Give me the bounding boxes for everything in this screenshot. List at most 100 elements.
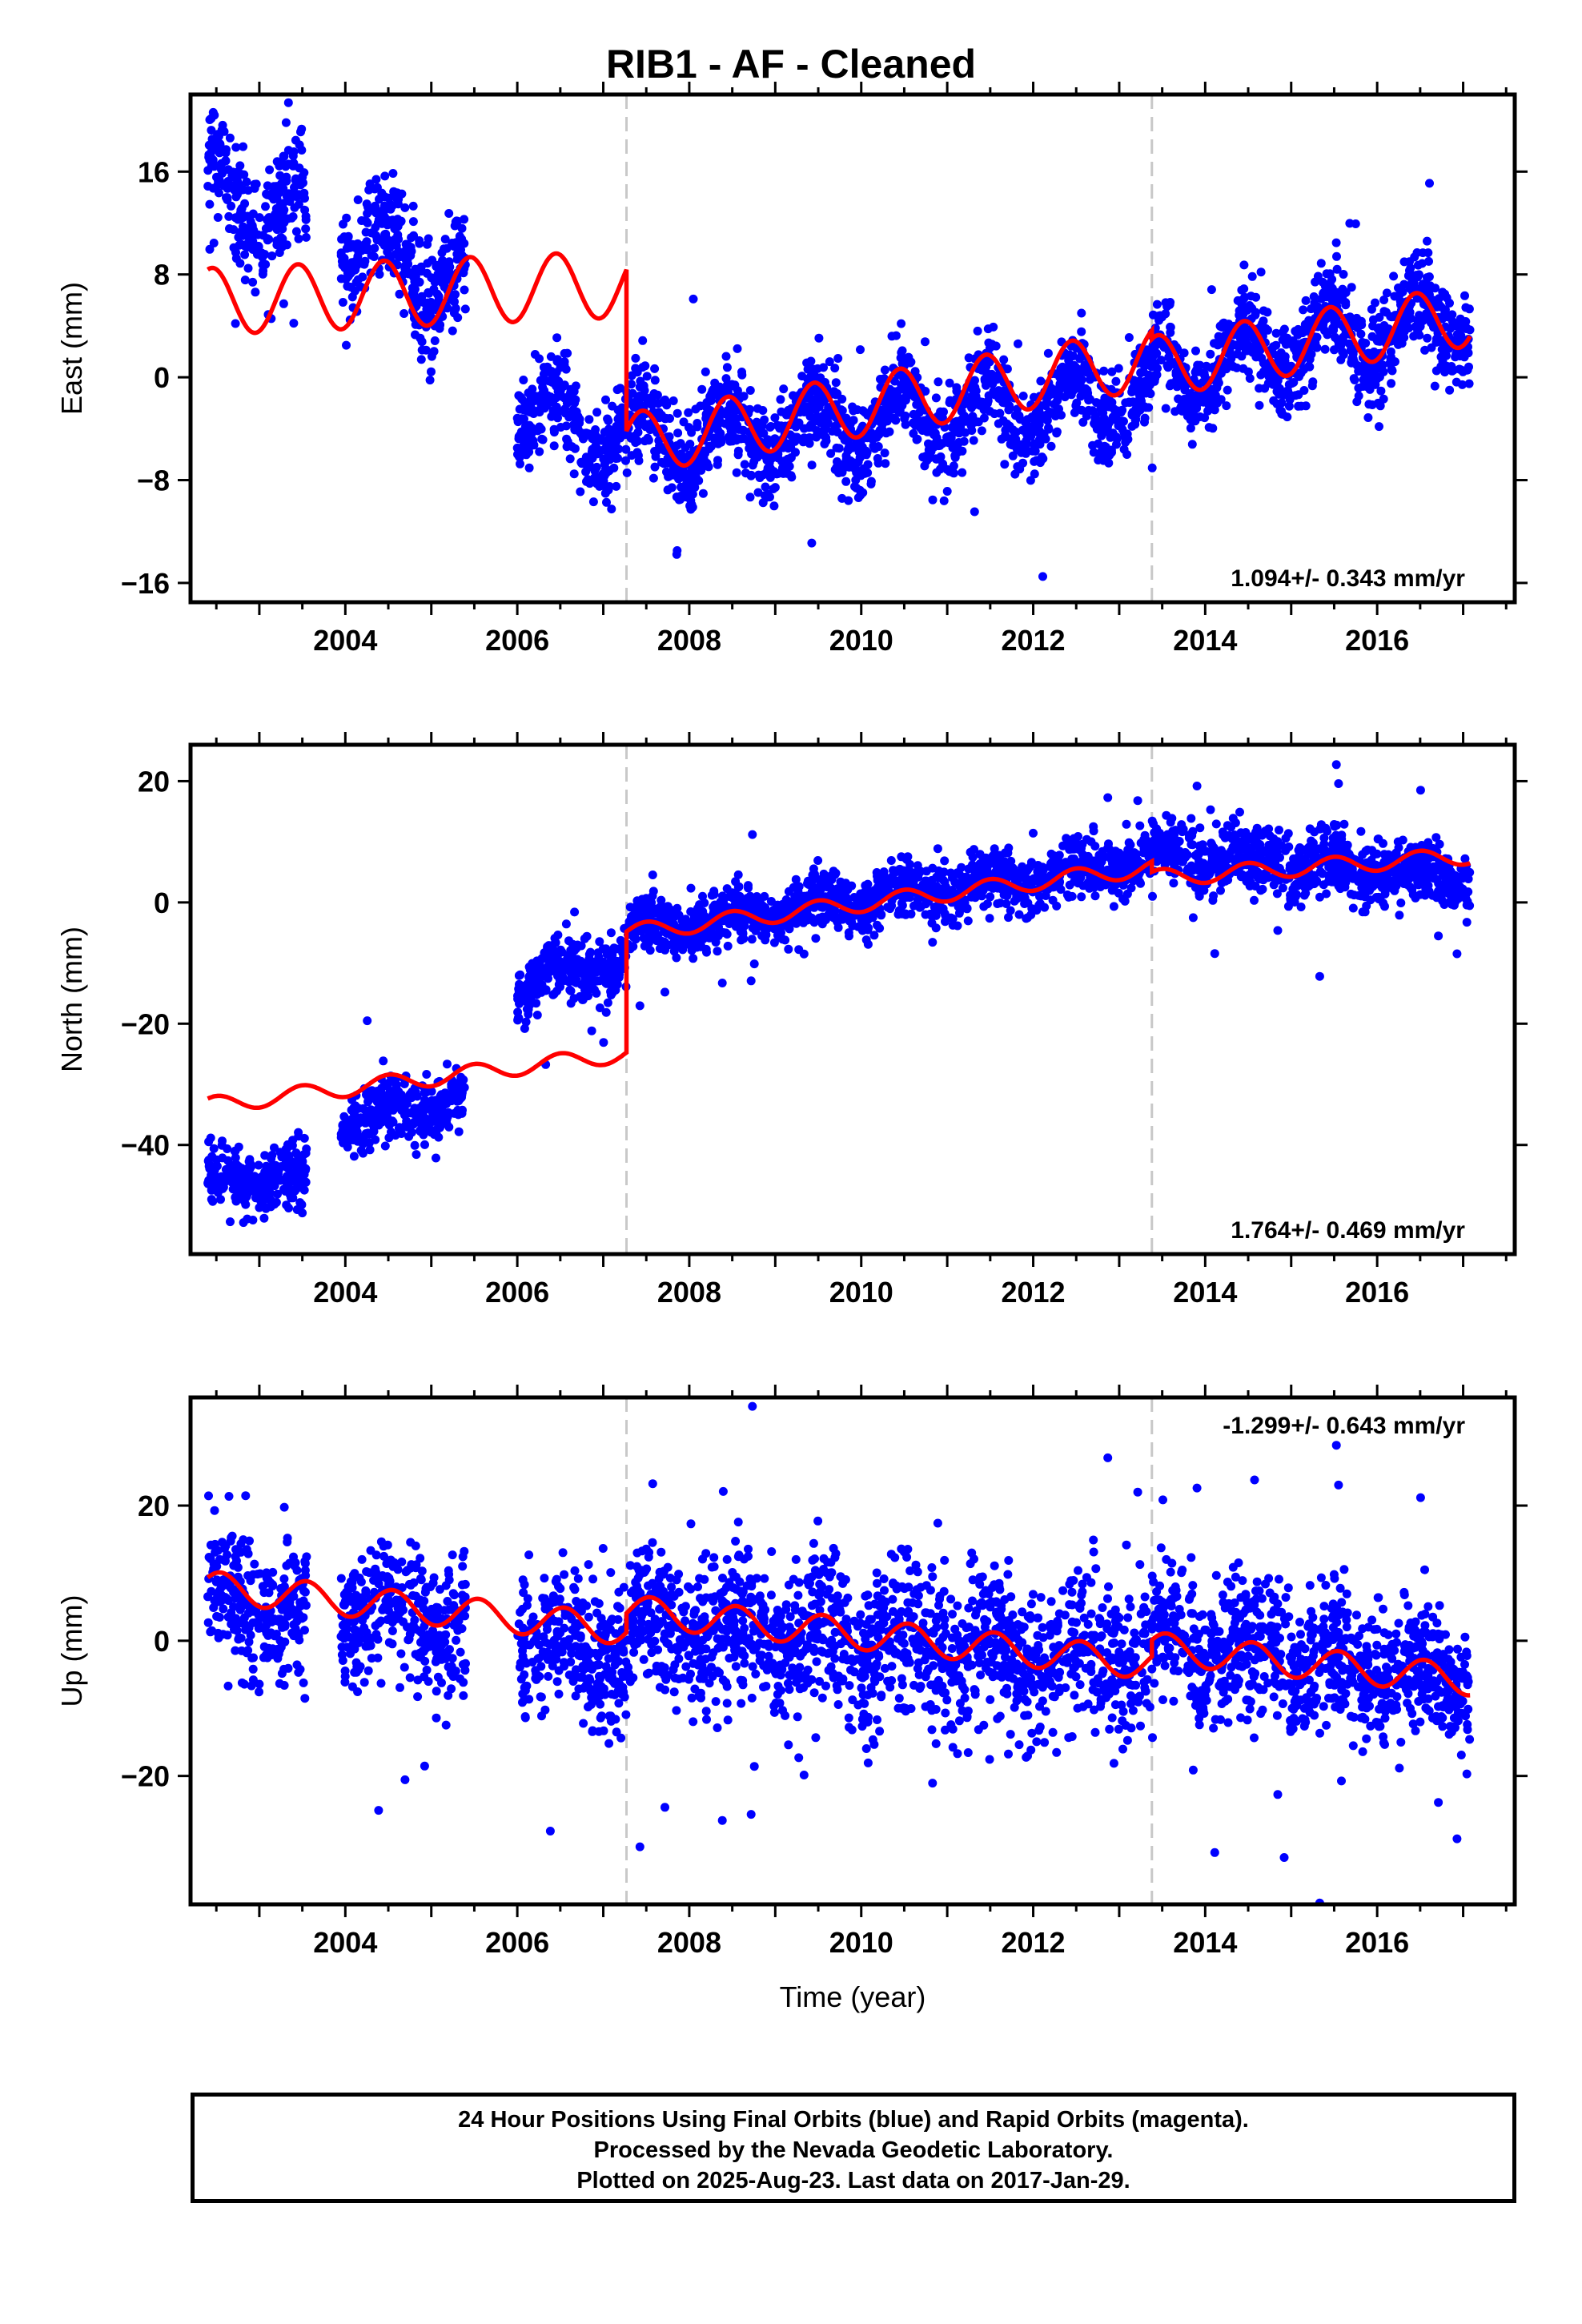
- observation-point: [434, 1117, 443, 1126]
- observation-point: [1219, 319, 1227, 328]
- observation-point: [599, 454, 608, 464]
- observation-point: [866, 476, 876, 486]
- observation-point: [1109, 902, 1118, 911]
- observation-point: [454, 1127, 464, 1136]
- observation-point: [1208, 424, 1218, 433]
- observation-point: [732, 436, 741, 445]
- observation-point: [1301, 322, 1311, 331]
- observation-point: [519, 376, 528, 384]
- observation-point: [568, 949, 576, 959]
- observation-point: [448, 326, 457, 336]
- observation-point: [870, 444, 880, 453]
- observation-point: [361, 1129, 371, 1138]
- observation-point: [1418, 279, 1427, 289]
- observation-point: [1390, 292, 1399, 301]
- observation-point: [826, 448, 836, 458]
- observation-point: [612, 385, 622, 395]
- observation-point: [207, 135, 217, 144]
- observation-point: [457, 1108, 467, 1118]
- observation-point: [1199, 368, 1209, 378]
- observation-point: [1006, 856, 1016, 866]
- x-tick-label: 2014: [1173, 624, 1237, 657]
- observation-point: [830, 364, 840, 373]
- y-axis-title: East (mm): [55, 282, 88, 415]
- observation-point: [1289, 378, 1299, 387]
- observation-point: [733, 870, 743, 879]
- observation-point: [209, 239, 219, 247]
- observation-point: [541, 364, 551, 374]
- observation-point: [281, 162, 291, 171]
- observation-point: [225, 133, 235, 143]
- observation-point: [230, 183, 239, 192]
- observation-point: [599, 1038, 608, 1047]
- observation-point: [763, 489, 773, 499]
- observation-point: [1317, 294, 1327, 304]
- observation-point: [427, 367, 436, 376]
- observation-point: [1366, 349, 1375, 359]
- observation-point: [207, 1185, 216, 1195]
- y-tick-label: 16: [138, 155, 170, 188]
- observation-point: [207, 1195, 216, 1204]
- observation-point: [250, 1176, 259, 1184]
- observation-point: [580, 934, 589, 943]
- observation-point: [1376, 386, 1386, 396]
- observation-point: [814, 402, 824, 412]
- observation-point: [244, 1180, 254, 1190]
- observation-point: [989, 322, 998, 332]
- observation-point: [873, 428, 883, 437]
- observation-point: [1416, 316, 1425, 326]
- observation-point: [753, 404, 762, 413]
- observation-point: [1152, 370, 1162, 380]
- observation-point: [371, 175, 381, 184]
- observation-point: [420, 1140, 429, 1149]
- observation-point: [234, 232, 243, 242]
- observation-point: [1089, 448, 1098, 457]
- observation-point: [804, 423, 813, 432]
- observation-point: [346, 283, 355, 292]
- observation-point: [761, 482, 770, 492]
- observation-point: [591, 425, 600, 434]
- observation-point: [380, 1141, 390, 1151]
- observation-point: [291, 227, 301, 236]
- observation-point: [1103, 793, 1113, 802]
- observation-point: [299, 1133, 309, 1143]
- observation-point: [587, 447, 596, 456]
- observation-point: [379, 207, 388, 217]
- observation-point: [1440, 305, 1450, 315]
- observation-point: [821, 423, 830, 432]
- observation-point: [940, 856, 950, 866]
- observation-point: [1409, 278, 1419, 287]
- observation-point: [704, 462, 713, 472]
- observation-point: [1203, 406, 1213, 416]
- observation-point: [513, 1007, 523, 1017]
- observation-point: [1140, 413, 1150, 423]
- observation-point: [684, 472, 693, 481]
- observation-point: [661, 413, 671, 423]
- observation-point: [532, 990, 542, 999]
- observation-point: [577, 459, 587, 468]
- observation-point: [1301, 401, 1311, 411]
- observation-point: [603, 414, 612, 424]
- observation-point: [400, 1104, 409, 1114]
- observation-point: [1083, 392, 1093, 402]
- observation-point: [603, 998, 612, 1007]
- observation-point: [841, 413, 851, 423]
- observation-point: [205, 1164, 215, 1173]
- observation-point: [275, 248, 284, 257]
- observation-point: [346, 259, 355, 269]
- observation-point: [673, 428, 683, 438]
- observation-point: [1331, 238, 1341, 247]
- observation-point: [420, 1125, 429, 1135]
- observation-point: [440, 235, 450, 244]
- observation-point: [1279, 324, 1289, 334]
- observation-point: [1269, 396, 1279, 405]
- observation-point: [769, 485, 778, 493]
- observation-point: [1155, 311, 1165, 320]
- observation-point: [239, 142, 248, 151]
- observation-point: [831, 378, 841, 388]
- observation-point: [1461, 303, 1471, 312]
- observation-point: [648, 473, 658, 483]
- observation-point: [544, 967, 554, 976]
- observation-point: [1346, 345, 1355, 355]
- observation-point: [627, 371, 636, 380]
